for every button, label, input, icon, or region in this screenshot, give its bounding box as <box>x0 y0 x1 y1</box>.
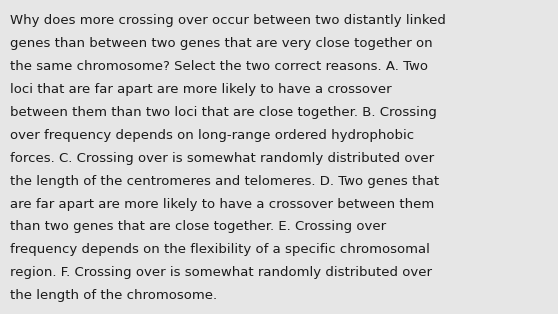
Text: the length of the chromosome.: the length of the chromosome. <box>10 289 217 302</box>
Text: frequency depends on the flexibility of a specific chromosomal: frequency depends on the flexibility of … <box>10 243 430 256</box>
Text: the length of the centromeres and telomeres. D. Two genes that: the length of the centromeres and telome… <box>10 175 439 187</box>
Text: are far apart are more likely to have a crossover between them: are far apart are more likely to have a … <box>10 198 434 210</box>
Text: loci that are far apart are more likely to have a crossover: loci that are far apart are more likely … <box>10 83 392 96</box>
Text: forces. C. Crossing over is somewhat randomly distributed over: forces. C. Crossing over is somewhat ran… <box>10 152 434 165</box>
Text: than two genes that are close together. E. Crossing over: than two genes that are close together. … <box>10 220 386 233</box>
Text: genes than between two genes that are very close together on: genes than between two genes that are ve… <box>10 37 432 50</box>
Text: between them than two loci that are close together. B. Crossing: between them than two loci that are clos… <box>10 106 437 119</box>
Text: region. F. Crossing over is somewhat randomly distributed over: region. F. Crossing over is somewhat ran… <box>10 266 432 279</box>
Text: the same chromosome? Select the two correct reasons. A. Two: the same chromosome? Select the two corr… <box>10 60 428 73</box>
Text: Why does more crossing over occur between two distantly linked: Why does more crossing over occur betwee… <box>10 14 446 27</box>
Text: over frequency depends on long-range ordered hydrophobic: over frequency depends on long-range ord… <box>10 129 414 142</box>
